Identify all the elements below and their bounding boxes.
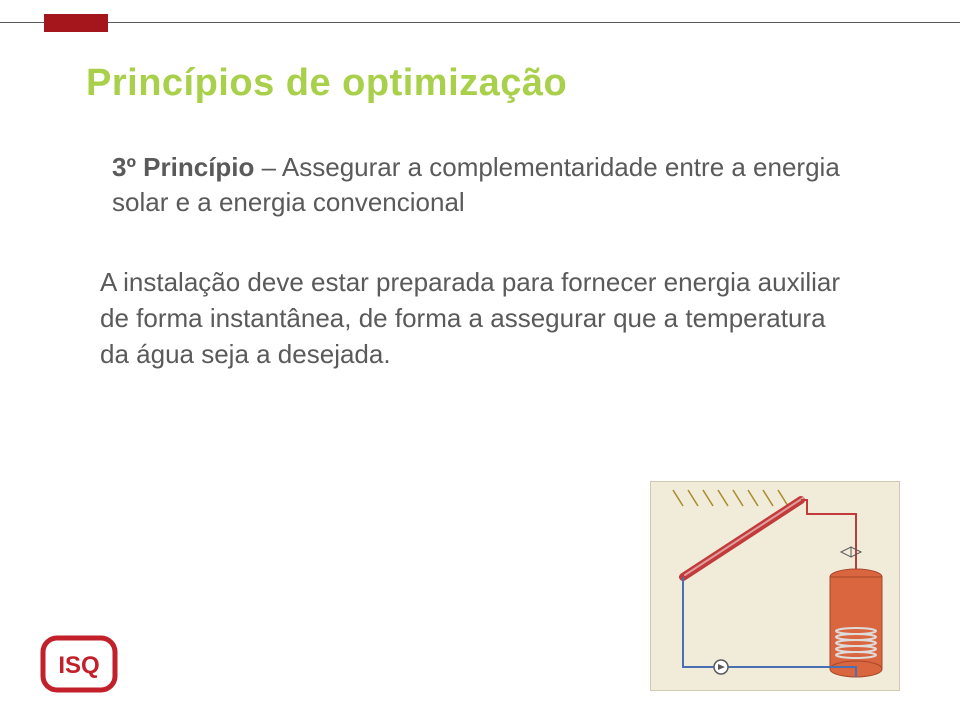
subtitle-separator: –: [254, 152, 281, 182]
logo-text: ISQ: [58, 652, 99, 679]
header-rule: [0, 22, 960, 23]
header-accent-block: [44, 14, 108, 32]
subtitle-lead: 3º Princípio: [112, 152, 254, 182]
solar-system-diagram: [650, 481, 900, 691]
isq-logo: ISQ: [40, 635, 118, 693]
slide-title: Princípios de optimização: [86, 62, 567, 105]
body-paragraph: A instalação deve estar preparada para f…: [100, 265, 840, 373]
slide-subtitle: 3º Princípio – Assegurar a complementari…: [112, 150, 852, 220]
